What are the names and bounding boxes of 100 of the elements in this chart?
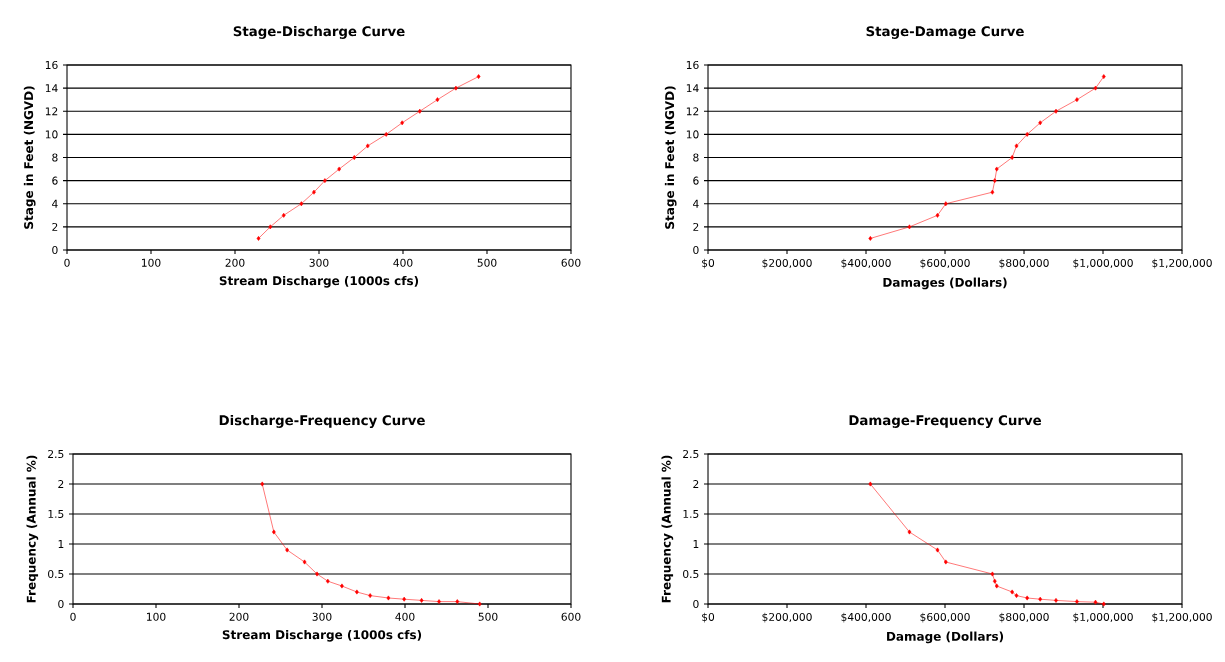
point (994, 583, 999, 589)
x-tick-label: $400,000 (841, 258, 891, 269)
x-tick-label: $1,000,000 (1073, 258, 1133, 269)
x-tick-label: 400 (393, 258, 413, 267)
y-tick-label: 4 (693, 199, 699, 208)
point (868, 481, 873, 487)
x-tick-label: 100 (147, 612, 166, 621)
y-tick-label: 0 (52, 245, 58, 255)
x-tick-label: $200,000 (762, 612, 812, 623)
point (260, 481, 265, 487)
y-tick-label: 1.5 (48, 510, 64, 518)
point (907, 529, 912, 535)
x-axis-title: Stream Discharge (1000s cfs) (222, 629, 422, 642)
point (1025, 131, 1030, 137)
point (992, 178, 997, 184)
x-tick-label: $0 (702, 258, 715, 269)
point (943, 559, 948, 565)
x-axis-title: Damage (Dollars) (887, 631, 1004, 644)
x-tick-label: 0 (70, 612, 76, 621)
y-tick-label: 10 (686, 130, 699, 139)
point (990, 189, 995, 195)
point (477, 601, 482, 607)
point (299, 201, 304, 207)
point (1014, 143, 1019, 149)
point (935, 547, 940, 553)
x-tick-label: $0 (702, 612, 715, 623)
y-tick-label: 2 (58, 480, 64, 488)
x-axis-title: Stream Discharge (1000s cfs) (219, 275, 419, 288)
x-tick-label: $1,200,000 (1152, 258, 1212, 269)
point (355, 589, 359, 595)
x-tick-label: 500 (478, 612, 498, 621)
point (315, 571, 319, 577)
chart-title: Stage-Damage Curve (866, 26, 1024, 39)
point (992, 578, 997, 584)
x-tick-label: 600 (561, 258, 581, 267)
y-tick-label: 6 (693, 176, 699, 185)
point (384, 131, 389, 137)
x-tick-label: $800,000 (999, 612, 1049, 623)
y-tick-label: 14 (686, 84, 699, 93)
y-axis-title: Stage in Feet (NGVD) (23, 86, 36, 229)
y-tick-label: 0.5 (683, 569, 699, 579)
point (302, 559, 307, 565)
point (402, 596, 407, 602)
point (1054, 598, 1058, 603)
y-tick-label: 8 (52, 153, 58, 162)
y-tick-label: 10 (45, 130, 58, 139)
y-tick-label: 1.5 (683, 510, 699, 518)
point (285, 547, 290, 553)
chart-title: Damage-Frequency Curve (849, 415, 1042, 428)
point (1025, 595, 1030, 601)
point (994, 166, 999, 172)
point (337, 166, 342, 172)
point (1101, 74, 1106, 79)
y-tick-label: 2 (693, 222, 699, 231)
point (476, 74, 481, 79)
y-axis-title: Stage in Feet (NGVD) (664, 86, 677, 229)
y-tick-label: 2 (693, 480, 699, 488)
y-tick-label: 1 (693, 540, 699, 548)
point (1038, 596, 1043, 602)
x-tick-label: 300 (309, 258, 329, 267)
y-tick-label: 16 (686, 60, 699, 70)
point (868, 236, 873, 241)
x-tick-label: 500 (477, 258, 497, 267)
point (256, 236, 261, 241)
y-axis-title: Frequency (Annual %) (661, 455, 674, 603)
point (1010, 589, 1015, 595)
x-tick-label: $1,200,000 (1152, 612, 1212, 623)
x-tick-label: 200 (225, 258, 245, 267)
x-tick-label: $600,000 (920, 612, 970, 623)
point (417, 108, 422, 114)
point (943, 201, 948, 207)
y-axis-title: Frequency (Annual %) (26, 455, 39, 603)
point (435, 97, 440, 103)
point (907, 224, 912, 230)
point (455, 599, 460, 604)
y-tick-label: 0 (693, 599, 699, 609)
point (323, 178, 327, 184)
y-tick-label: 0 (58, 599, 64, 609)
x-tick-label: 200 (229, 612, 249, 621)
point (1014, 593, 1019, 598)
x-tick-label: $1,000,000 (1073, 612, 1133, 623)
point (1093, 85, 1098, 91)
x-tick-label: $200,000 (762, 258, 812, 269)
x-tick-label: $600,000 (920, 258, 970, 269)
point (312, 189, 316, 195)
point (281, 212, 286, 218)
y-tick-label: 12 (686, 107, 699, 116)
x-tick-label: 600 (561, 612, 581, 621)
point (1010, 155, 1015, 160)
y-tick-label: 0 (693, 245, 699, 255)
point (271, 529, 276, 535)
y-tick-label: 1 (58, 540, 64, 548)
point (935, 212, 940, 218)
y-tick-label: 4 (52, 199, 58, 208)
point (437, 599, 441, 604)
y-tick-label: 14 (45, 84, 58, 93)
x-tick-label: $400,000 (841, 612, 891, 623)
chart-title: Discharge-Frequency Curve (219, 414, 425, 428)
y-tick-label: 2.5 (48, 449, 64, 459)
point (400, 120, 405, 126)
